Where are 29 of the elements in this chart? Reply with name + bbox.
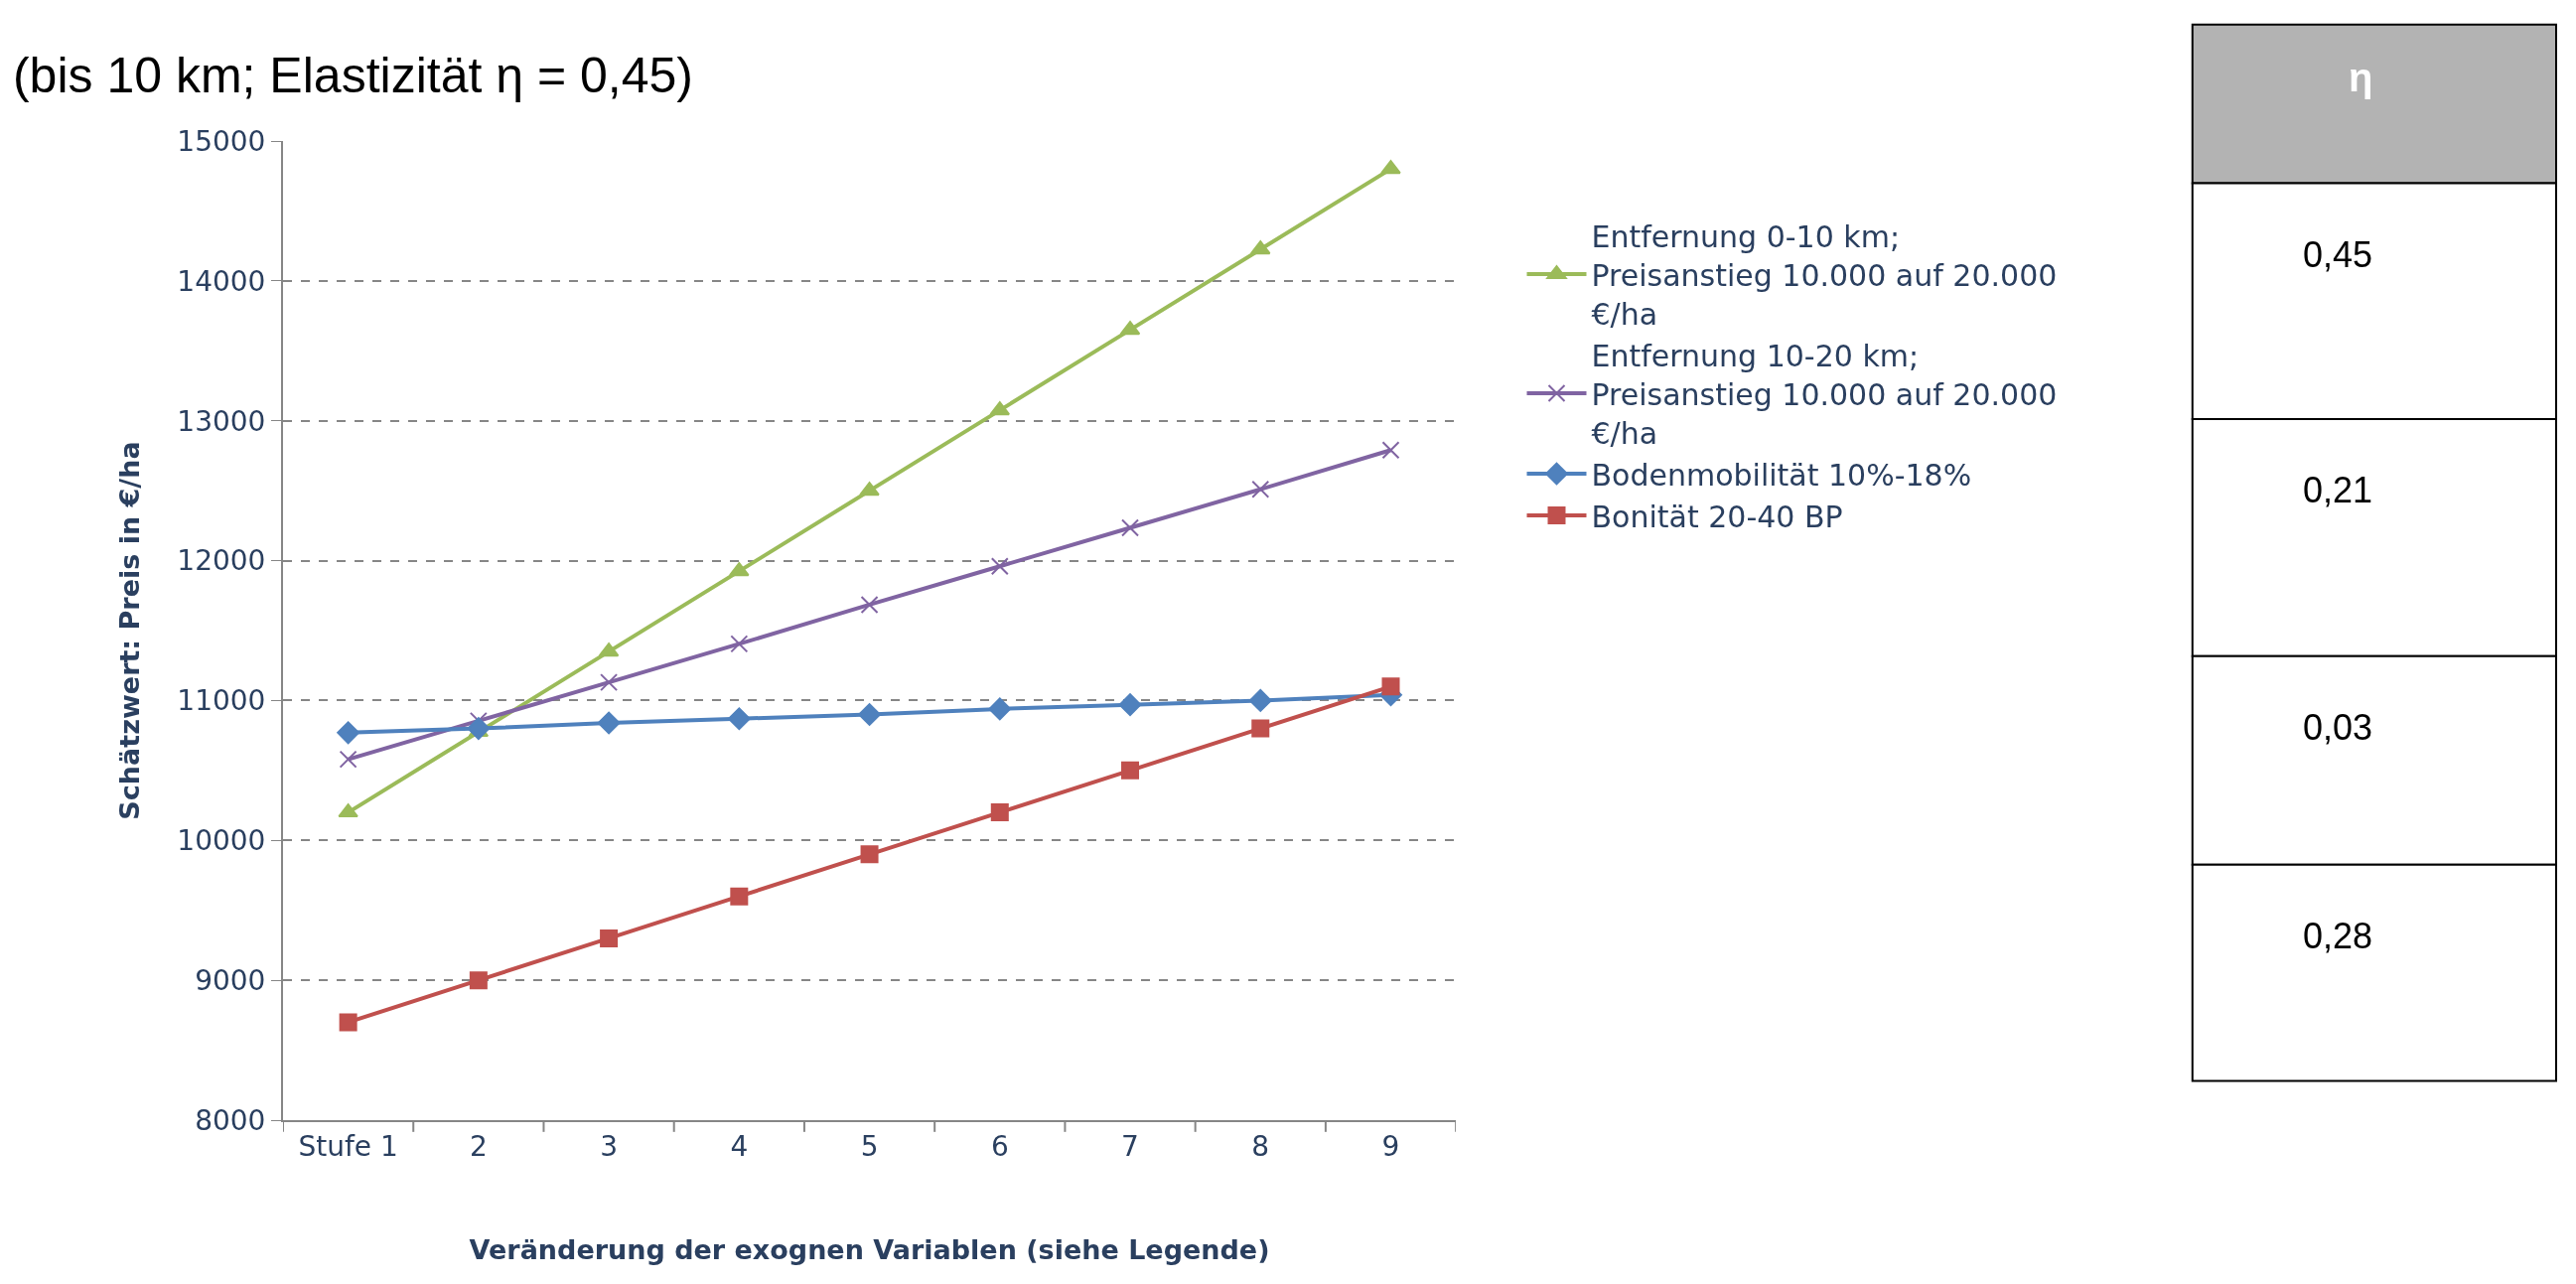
chart-title: (bis 10 km; Elastizität η = 0,45) — [12, 48, 693, 104]
text: 0,45 — [2303, 234, 2373, 275]
y-tick-label: 11000 — [177, 684, 266, 718]
x-tick-label: 4 — [730, 1129, 749, 1163]
x-tick-label: 9 — [1381, 1129, 1400, 1163]
text: η — [2349, 56, 2373, 99]
y-tick-label: 9000 — [195, 963, 266, 997]
y-tick-label: 12000 — [177, 544, 266, 578]
legend-label: Entfernung 10-20 km; Preisanstieg 10.000 auf 20.000 €/ha — [1591, 338, 2058, 451]
x-tick-label: 6 — [990, 1129, 1009, 1163]
y-axis-title: Schätzwert: Preis in €/ha — [113, 441, 145, 820]
x-tick-label: 3 — [600, 1129, 618, 1163]
text: 0,21 — [2303, 470, 2373, 510]
x-tick-label: 8 — [1251, 1129, 1270, 1163]
y-tick-label: 8000 — [195, 1103, 266, 1137]
x-tick-label: 2 — [469, 1129, 488, 1163]
legend-label: Bonität 20-40 BP — [1591, 499, 1843, 534]
x-tick-label: 5 — [860, 1129, 879, 1163]
y-tick-label: 15000 — [177, 124, 266, 158]
legend-label: Entfernung 0-10 km; Preisanstieg 10.000 auf 20.000 €/ha — [1591, 218, 2058, 332]
x-tick-label: Stufe 1 — [298, 1129, 398, 1163]
legend-label: Bodenmobilität 10%-18% — [1591, 457, 1972, 493]
x-tick-label: 7 — [1121, 1129, 1139, 1163]
text: 0,28 — [2303, 916, 2373, 956]
text: 0,03 — [2303, 707, 2373, 748]
y-tick-label: 13000 — [177, 404, 266, 438]
x-axis-title: Veränderung der exognen Variablen (siehe Legende) — [469, 1234, 1270, 1266]
y-tick-label: 14000 — [177, 264, 266, 298]
y-tick-label: 10000 — [177, 824, 266, 858]
